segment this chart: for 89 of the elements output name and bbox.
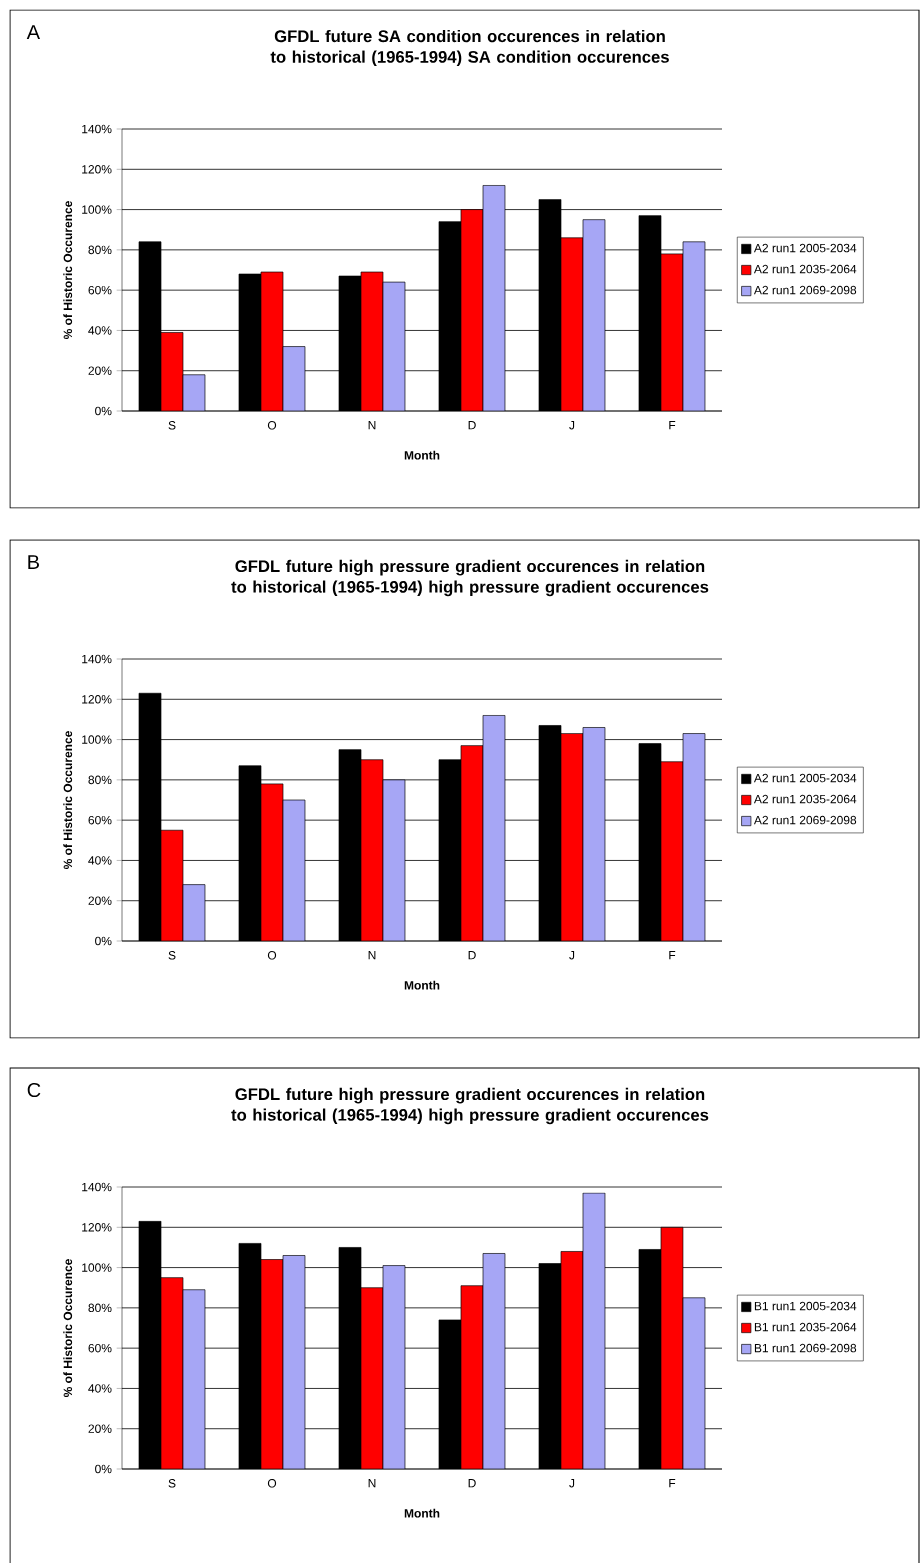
y-tick-label: 140%	[82, 654, 112, 664]
x-tick-label: S	[168, 951, 176, 960]
text: B	[28, 555, 39, 569]
y-tick-label: 40%	[88, 856, 112, 865]
x-tick-label: F	[669, 951, 676, 960]
x-tick-label: N	[368, 1479, 376, 1488]
bar	[483, 715, 505, 942]
y-tick-label: 40%	[88, 326, 112, 335]
x-tick-label: J	[569, 951, 575, 960]
bar	[660, 1226, 684, 1470]
y-tick-label: 140%	[82, 124, 112, 134]
bar	[183, 1289, 205, 1470]
y-tick-label: 20%	[88, 1424, 112, 1433]
text: C	[27, 1082, 41, 1098]
bar	[660, 761, 684, 942]
bar	[261, 783, 283, 942]
bar	[283, 1255, 305, 1470]
y-tick-label: 0%	[95, 406, 112, 416]
y-tick-label: 20%	[88, 896, 112, 905]
y-tick-label: 100%	[82, 735, 112, 744]
bar	[583, 727, 605, 942]
y-tick-label: 80%	[88, 1303, 112, 1313]
text: A	[26, 25, 41, 39]
y-tick-label: 80%	[88, 245, 112, 255]
bar	[583, 1193, 605, 1470]
x-tick-label: S	[168, 1479, 176, 1488]
y-tick-label: 20%	[88, 366, 112, 375]
legend-label: B1 run1 2069-2098	[754, 1343, 857, 1353]
bar	[361, 759, 383, 942]
y-axis-title: % of Historic Occurence	[63, 201, 73, 340]
bar	[161, 1277, 183, 1470]
legend-label: A2 run1 2035-2064	[753, 264, 857, 274]
y-tick-label: 140%	[82, 1182, 112, 1192]
x-axis-title: Month	[404, 980, 440, 990]
x-tick-label: O	[267, 951, 277, 960]
legend-label: A2 run1 2005-2034	[753, 773, 857, 783]
x-tick-label: D	[468, 1479, 476, 1488]
bar	[383, 779, 405, 942]
bar	[461, 745, 483, 942]
bar	[583, 219, 605, 412]
bar	[682, 733, 706, 942]
x-tick-label: N	[368, 951, 376, 960]
x-tick-label: S	[168, 421, 176, 430]
x-tick-label: J	[569, 1479, 575, 1488]
y-tick-label: 0%	[95, 1464, 112, 1474]
bar	[283, 800, 305, 942]
bar	[682, 1297, 706, 1470]
legend-label: A2 run1 2069-2098	[753, 285, 857, 295]
y-tick-label: 60%	[88, 815, 112, 825]
x-tick-label: F	[669, 421, 676, 430]
y-tick-label: 100%	[82, 1263, 112, 1272]
legend-label: B1 run1 2005-2034	[754, 1301, 857, 1311]
legend-label: A2 run1 2005-2034	[753, 243, 857, 253]
y-tick-label: 120%	[82, 695, 112, 704]
bar	[383, 282, 405, 412]
bar	[461, 1285, 483, 1470]
y-tick-label: 0%	[95, 936, 112, 946]
legend-label: B1 run1 2035-2064	[754, 1322, 857, 1332]
y-tick-label: 120%	[82, 1223, 112, 1232]
y-tick-label: 80%	[88, 775, 112, 785]
chart-title: GFDL future high pressure gradient occurences in relation to historical (1965-1994) high pressure gradient occurences	[231, 1087, 709, 1125]
bar	[483, 1253, 505, 1470]
x-tick-label: N	[368, 421, 376, 430]
bar	[261, 1259, 283, 1470]
x-tick-label: O	[267, 421, 277, 430]
x-tick-label: O	[267, 1479, 277, 1488]
y-tick-label: 60%	[88, 1343, 112, 1353]
x-tick-label: D	[468, 951, 476, 960]
legend-label: A2 run1 2069-2098	[753, 815, 857, 825]
chart-title: GFDL future SA condition occurences in relation to historical (1965-1994) SA condition occurences	[270, 29, 669, 67]
chart-title: GFDL future high pressure gradient occurences in relation to historical (1965-1994) high pressure gradient occurences	[231, 559, 709, 597]
x-tick-label: F	[669, 1479, 676, 1488]
y-axis-title: % of Historic Occurence	[63, 731, 73, 870]
bar	[361, 1287, 383, 1470]
legend-label: A2 run1 2035-2064	[753, 794, 857, 804]
y-tick-label: 100%	[82, 205, 112, 214]
bar	[483, 185, 505, 412]
y-axis-title: % of Historic Occurence	[63, 1259, 73, 1398]
x-axis-title: Month	[404, 450, 440, 460]
bar	[383, 1265, 405, 1470]
bar	[561, 1251, 583, 1470]
bar	[682, 241, 706, 412]
bar	[561, 733, 583, 942]
x-tick-label: D	[468, 421, 476, 430]
x-axis-title: Month	[404, 1508, 440, 1518]
y-tick-label: 60%	[88, 285, 112, 295]
x-tick-label: J	[569, 421, 575, 430]
y-tick-label: 120%	[82, 165, 112, 174]
y-tick-label: 40%	[88, 1384, 112, 1393]
